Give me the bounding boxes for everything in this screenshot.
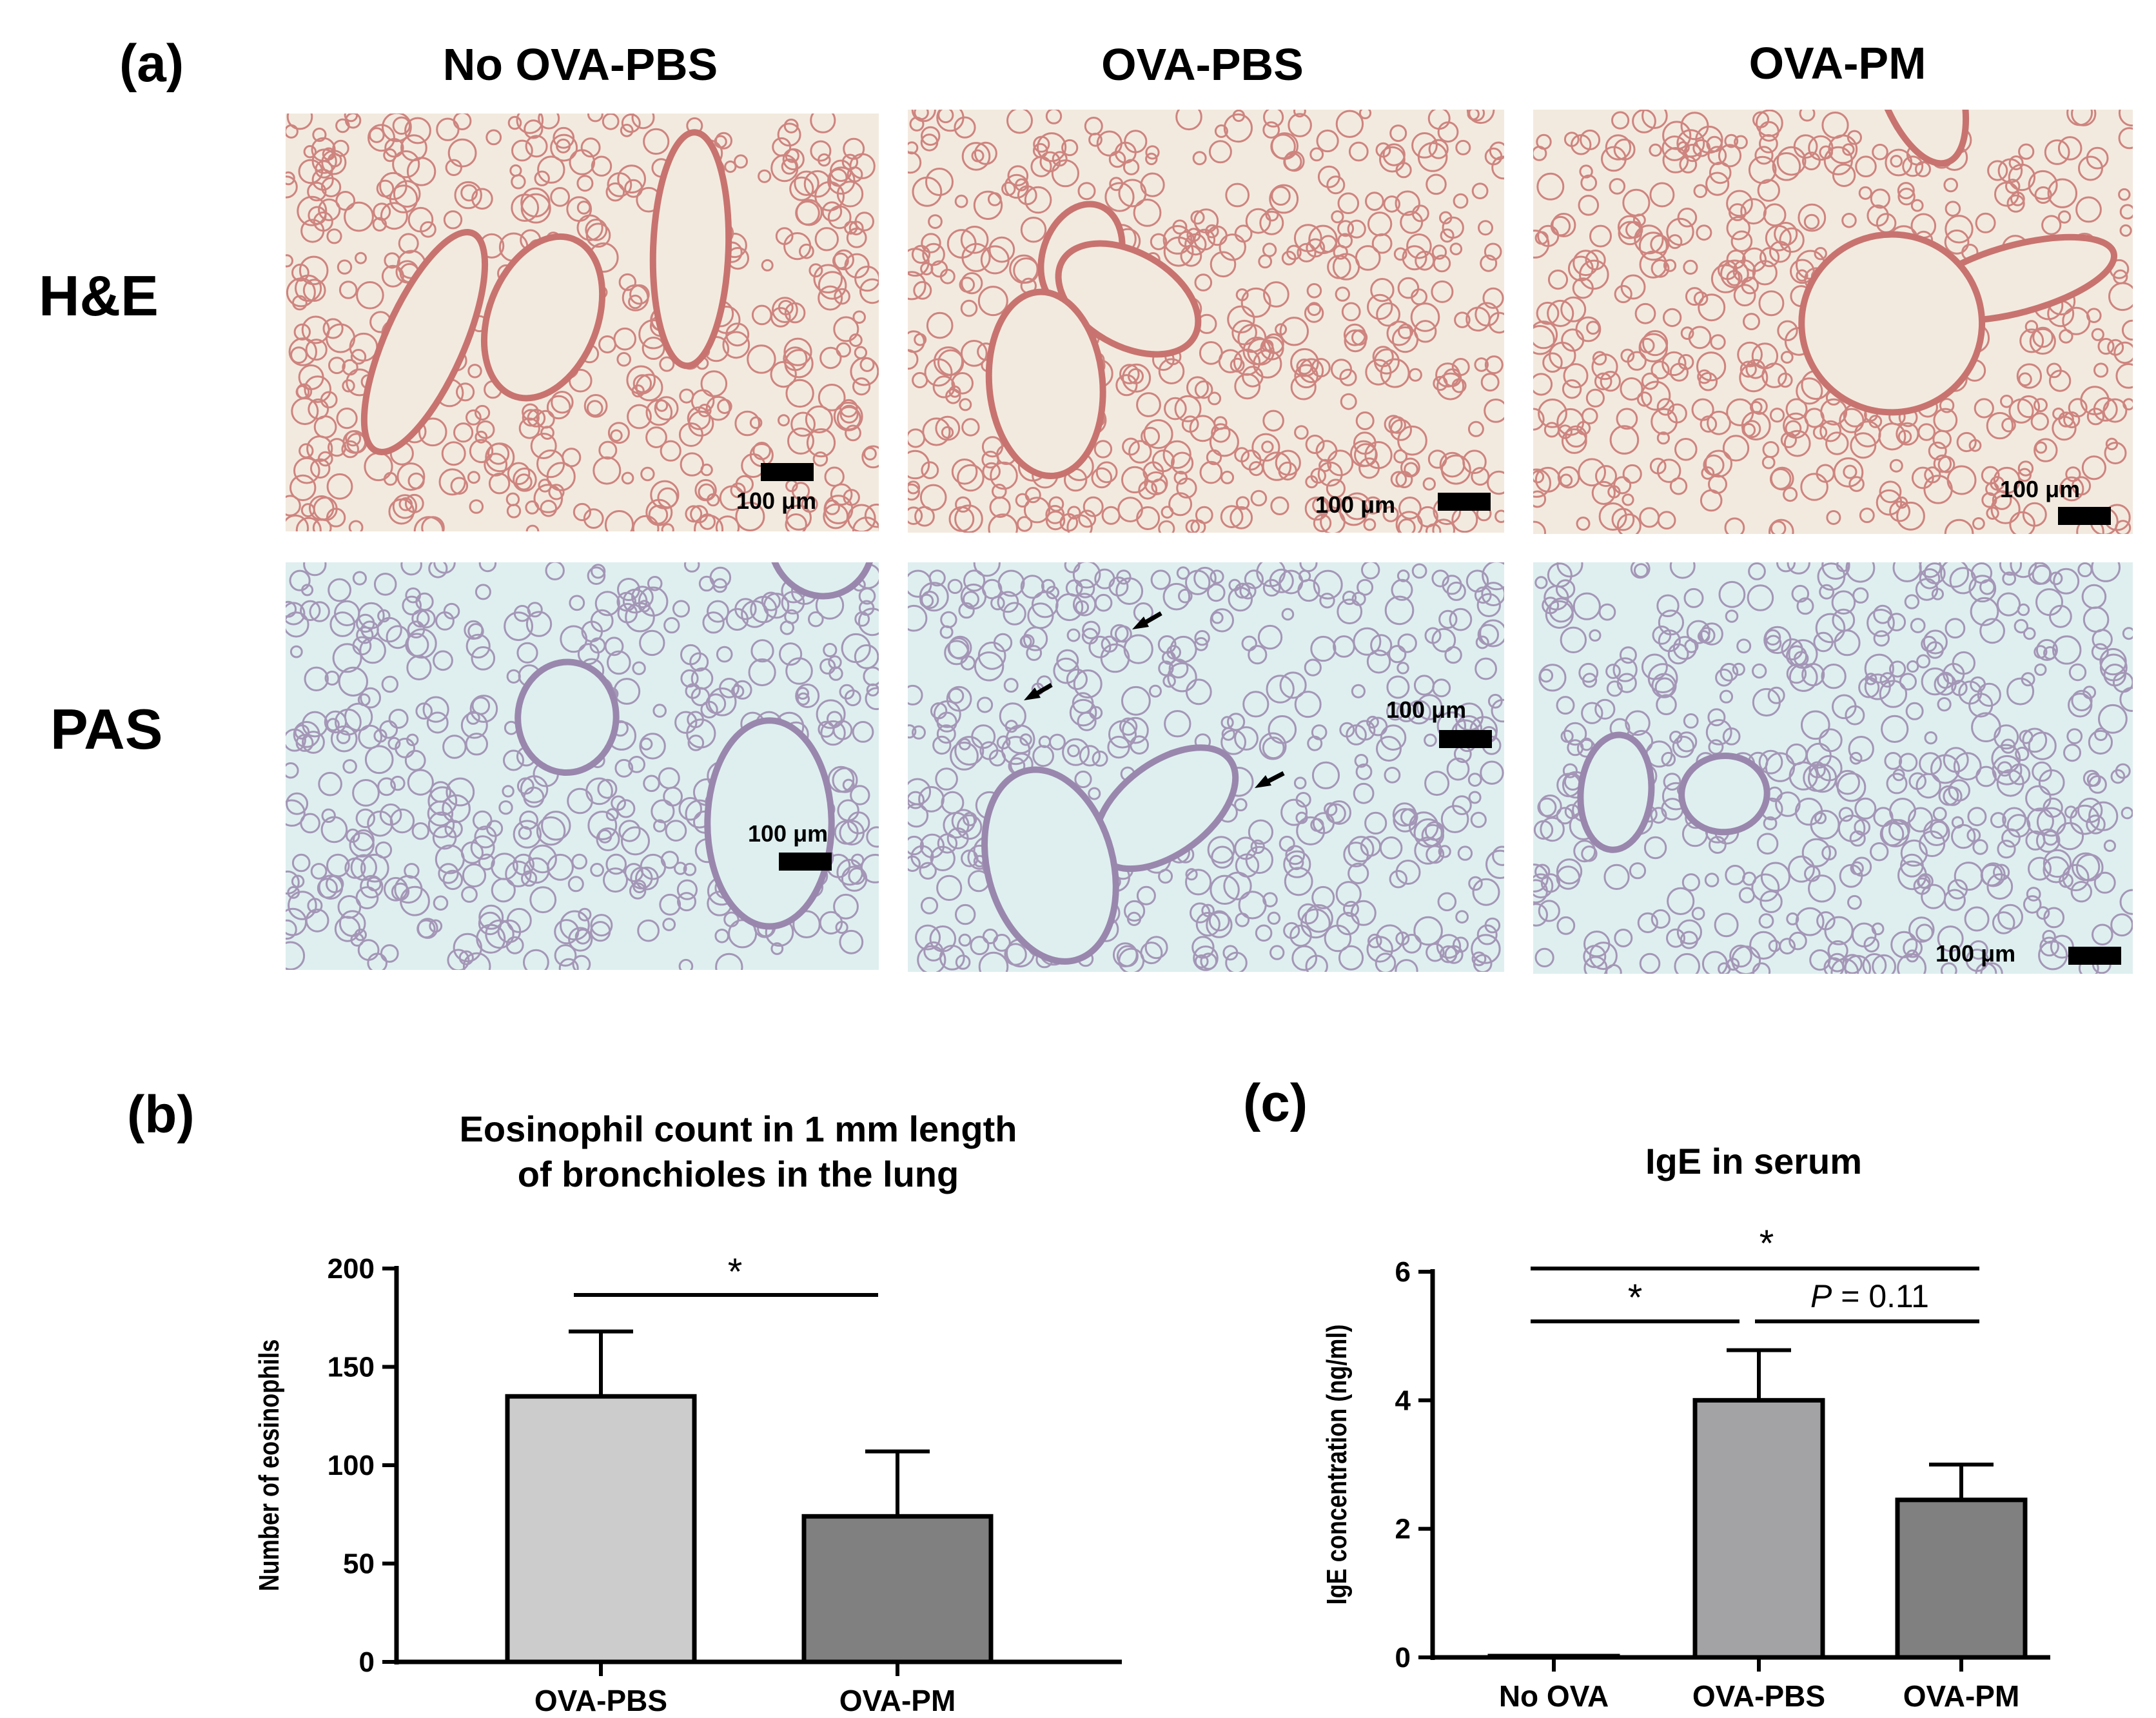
significance-star: * (728, 1251, 743, 1293)
scale-label: 100 μm (1936, 940, 2016, 967)
arrow-icon (1132, 617, 1149, 629)
pas-arrows (1024, 611, 1285, 788)
significance-star: * (1628, 1277, 1643, 1319)
y-tick-label: 150 (328, 1352, 375, 1383)
micrograph-pas-ova-pbs (908, 562, 1504, 972)
x-tick-label: OVA-PBS (1692, 1679, 1825, 1713)
bar (801, 1514, 994, 1664)
panel-a-letter: (a) (119, 34, 184, 93)
scale-bar (1439, 730, 1492, 748)
chart-b-title: Eosinophil count in 1 mm length of bronc… (364, 1107, 1112, 1197)
p-symbol: P (1810, 1278, 1832, 1314)
x-tick-label: OVA-PM (1903, 1679, 2020, 1713)
y-tick-label: 0 (1395, 1642, 1411, 1674)
column-title-ova-pm: OVA-PM (1749, 38, 1926, 88)
micrograph-pas-ova-pm (1533, 562, 2133, 974)
micrograph-pas-no-ova-pbs (286, 562, 879, 970)
panel-c-letter: (c) (1243, 1074, 1308, 1132)
micrograph-he-ova-pm (1533, 110, 2133, 534)
x-tick-label: OVA-PM (839, 1684, 956, 1715)
bar (1895, 1497, 2028, 1660)
panel-b-letter: (b) (127, 1085, 195, 1144)
row-title-pas: PAS (50, 697, 163, 761)
p-value: = 0.11 (1832, 1278, 1929, 1314)
x-tick-label: OVA-PBS (534, 1684, 667, 1715)
y-tick-label: 0 (359, 1646, 375, 1678)
micrograph-he-no-ova-pbs (286, 114, 879, 531)
arrow-icon (1024, 687, 1041, 700)
scale-label: 100 μm (736, 488, 817, 514)
scale-bar (2068, 947, 2121, 965)
y-tick-label: 200 (328, 1253, 375, 1285)
bar (1487, 1654, 1620, 1660)
y-tick-label: 50 (343, 1548, 375, 1580)
significance-star: * (1759, 1223, 1774, 1265)
chart-b-title-line2: of bronchioles in the lung (517, 1154, 959, 1194)
y-tick-label: 2 (1395, 1514, 1411, 1545)
p-value-label: P = 0.11 (1810, 1278, 1929, 1314)
scale-label: 100 μm (748, 820, 828, 847)
chart-c-title: IgE in serum (1645, 1141, 1863, 1181)
scale-bar (2058, 507, 2111, 525)
y-tick-label: 100 (328, 1450, 375, 1481)
y-axis-label: Number of eosinophils (253, 1339, 285, 1592)
scale-label: 100 μm (1315, 491, 1396, 518)
scale-label: 100 μm (2000, 476, 2081, 502)
column-title-no-ova-pbs: No OVA-PBS (442, 39, 718, 90)
y-tick-label: 6 (1395, 1256, 1411, 1288)
y-tick-label: 4 (1395, 1385, 1411, 1416)
chart-b-title-line1: Eosinophil count in 1 mm length (459, 1109, 1017, 1149)
row-title-he: H&E (39, 264, 159, 328)
chart-c: 0 2 4 6 IgE concentration (ng/ml) No OVA OVA-P… (1321, 1223, 2050, 1713)
scale-label: 100 μm (1386, 696, 1467, 723)
scale-bar (1438, 493, 1491, 511)
scale-bar (779, 853, 832, 871)
chart-b: 0 50 100 150 200 Number of eosinophils OVA-PBS… (253, 1251, 1122, 1715)
x-tick-label: No OVA (1499, 1679, 1609, 1713)
scale-bar (761, 463, 814, 481)
bar (1692, 1397, 1825, 1660)
micrograph-he-ova-pbs (908, 110, 1504, 533)
column-title-ova-pbs: OVA-PBS (1101, 39, 1304, 90)
bar (505, 1394, 697, 1664)
arrow-icon (1255, 775, 1271, 788)
y-axis-label: IgE concentration (ng/ml) (1321, 1325, 1353, 1605)
